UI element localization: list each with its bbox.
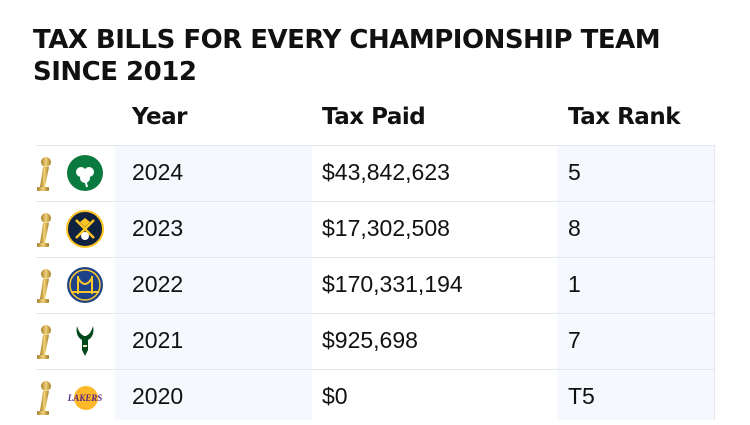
table-row: 2023 $17,302,508 8 [36, 201, 714, 257]
year-cell: 2024 [132, 159, 184, 185]
table-row: 2024 $43,842,623 5 [36, 145, 714, 201]
table-body: 2024 $43,842,623 5 2023 $17,302,508 8 20… [36, 145, 714, 425]
lakers-logo-icon: LAKERS [67, 386, 103, 410]
year-cell: 2020 [132, 383, 184, 409]
tax-rank-cell: 7 [568, 327, 581, 353]
tax-rank-cell: 1 [568, 271, 581, 297]
trophy-icon [37, 381, 51, 415]
column-header-tax-rank: Tax Rank [568, 104, 681, 130]
year-cell: 2023 [132, 215, 184, 241]
nuggets-logo-icon [66, 210, 104, 248]
column-header-year: Year [132, 104, 188, 130]
rank-column-shade [557, 145, 715, 420]
table-row: LAKERS 2020 $0 T5 [36, 369, 714, 425]
tax-paid-cell: $170,331,194 [322, 271, 463, 297]
trophy-icon [37, 325, 51, 359]
tax-paid-cell: $43,842,623 [322, 159, 450, 185]
trophy-icon [37, 157, 51, 191]
svg-text:LAKERS: LAKERS [67, 393, 103, 403]
tax-rank-cell: 8 [568, 215, 581, 241]
tax-rank-cell: 5 [568, 159, 581, 185]
celtics-logo-icon [67, 155, 103, 191]
year-cell: 2021 [132, 327, 184, 353]
bucks-logo-icon [76, 326, 94, 356]
trophy-icon [37, 269, 51, 303]
warriors-logo-icon [67, 267, 103, 303]
chart-title: Tax bills for every championship team si… [33, 25, 661, 87]
table-row: 2022 $170,331,194 1 [36, 257, 714, 313]
tax-rank-cell: T5 [568, 383, 595, 409]
table-row: 2021 $925,698 7 [36, 313, 714, 369]
column-header-tax-paid: Tax Paid [322, 104, 426, 130]
tax-paid-cell: $925,698 [322, 327, 418, 353]
tax-paid-cell: $17,302,508 [322, 215, 450, 241]
trophy-icon [37, 213, 51, 247]
year-column-shade [115, 145, 312, 420]
year-cell: 2022 [132, 271, 184, 297]
tax-paid-cell: $0 [322, 383, 348, 409]
